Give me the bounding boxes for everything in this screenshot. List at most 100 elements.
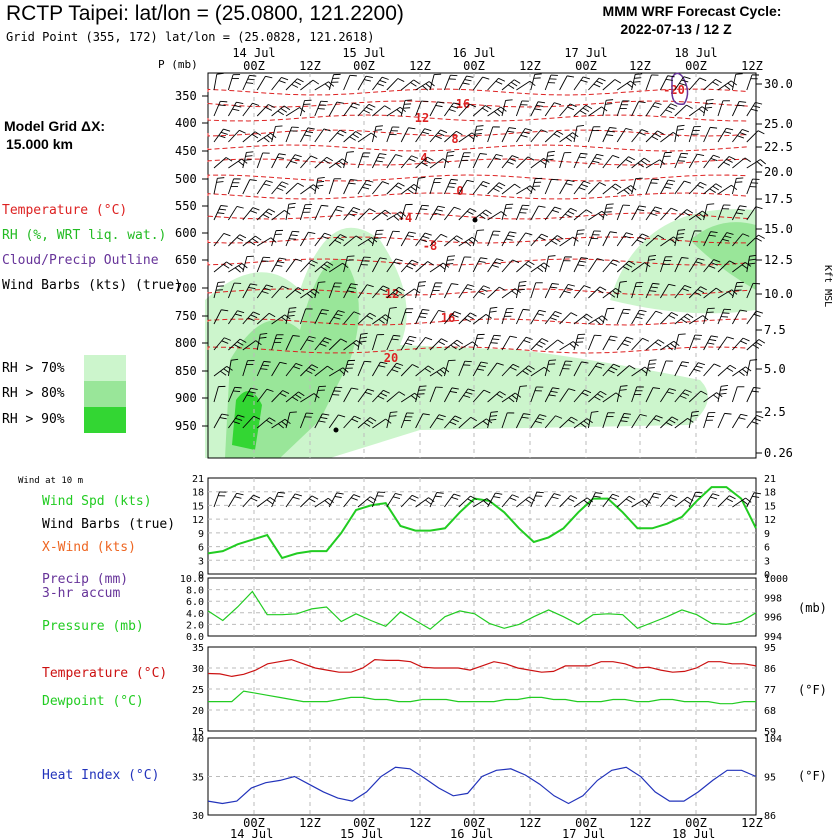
wind-barb [299,204,313,221]
temperature-contour [207,288,749,296]
wind-barb [674,389,692,403]
wind-barb [443,150,455,169]
wind-barb [717,232,734,247]
surface-wind-barb [300,495,319,508]
wind-barb [674,152,689,169]
legend-rh70-label: RH > 70% [2,361,65,376]
x-wind-label: X-Wind (kts) [42,540,136,555]
heat-index-panel-tick-left: 40 [192,734,204,745]
wind-barb [616,232,633,247]
pressure-tick-label: 700 [175,281,197,295]
legend-rh80-label: RH > 80% [2,386,65,401]
wind-barb [602,127,617,143]
wind-barb [256,332,268,351]
wind-barb [444,387,459,403]
height-tick-label: 30.0 [764,77,793,91]
wind-barb [530,205,546,221]
wind-barb [271,390,290,403]
wind-barb [616,336,634,351]
wind-barb [415,176,426,195]
wind-barb [242,387,258,403]
wind-barb [343,359,356,377]
wind-barb [386,411,398,429]
wind-barb [256,388,274,403]
pressure-tick-label: 500 [175,172,197,186]
wind-barb [285,230,300,247]
wind-barb [631,233,649,247]
wind-barb [443,255,456,273]
wind-barb [602,99,614,117]
pressure-unit-label: (mb) [798,601,827,615]
wind-barb [731,73,743,91]
wind-barb [703,231,718,247]
wind-barb [386,306,397,325]
wind-panel-tick-right: 12 [764,515,776,526]
wind-barb [357,179,374,195]
wind-barb [271,105,291,117]
wind-barb [256,256,271,273]
wind-barb [443,283,459,299]
wind-barb [688,334,702,351]
heat-index-panel-tick-right: 104 [764,734,782,745]
wind-barb [573,389,592,403]
wind-barb [357,256,371,273]
wind-barb [458,256,472,273]
temperature-contour [207,100,749,108]
pressure-tick-label: 450 [175,144,197,158]
model-grid-dx-value: 15.000 km [6,136,73,152]
wind-barb [501,203,514,221]
temperature-contour [207,174,749,182]
wind-barb [717,260,736,273]
wind-barb [544,235,564,247]
wind-barb [256,284,274,299]
wind-barb [386,78,405,91]
wind-barb [472,125,484,143]
surface-wind-barb [631,498,651,508]
wind-barb [415,365,435,377]
wind-barb [213,385,226,403]
wind-barb [645,282,660,299]
pressure-panel-tick-left: 0.0 [186,632,204,643]
wind-barb [501,127,517,143]
wind-barb [746,206,763,221]
wind-barb [227,282,242,299]
wind-barb [271,76,289,91]
wind-barb [602,203,614,221]
wind-barb [242,283,258,299]
wind-barb [415,100,429,117]
wind-barb [588,286,607,299]
wind-barb [588,182,607,195]
wind-barb [645,130,664,143]
legend-temperature: Temperature (°C) [2,203,128,218]
wind-barb [645,387,661,403]
wind-barb [271,361,287,377]
wind-barb [501,155,519,169]
top-hour-label: 12Z [519,59,541,73]
wind-barb [688,126,701,143]
wind-barb [386,391,406,403]
wind-barb [732,233,750,247]
wind-barb [559,416,578,429]
wind-barb [530,414,547,429]
wind-barb [587,126,601,143]
wind-barb [213,281,225,299]
contour-label: 4 [420,151,427,165]
wind-barb [299,308,313,325]
wind-barb [213,205,228,221]
wind-barb [443,178,458,195]
wind-barb [674,124,685,143]
wind-barb [228,234,247,247]
pressure-tick-label: 350 [175,89,197,103]
wind-barb [515,413,531,429]
wind-barb [631,129,649,143]
wind-barb [616,280,627,299]
wind-barb [213,177,225,195]
wind-barb [746,414,764,429]
top-hour-label: 00Z [353,59,375,73]
wind-barb [343,415,361,429]
temperature-panel-tick-right: 59 [764,727,776,738]
wind-barb [314,261,334,273]
wind-barb [386,230,400,247]
wind-barb [328,338,348,351]
wind-barb [688,410,699,429]
